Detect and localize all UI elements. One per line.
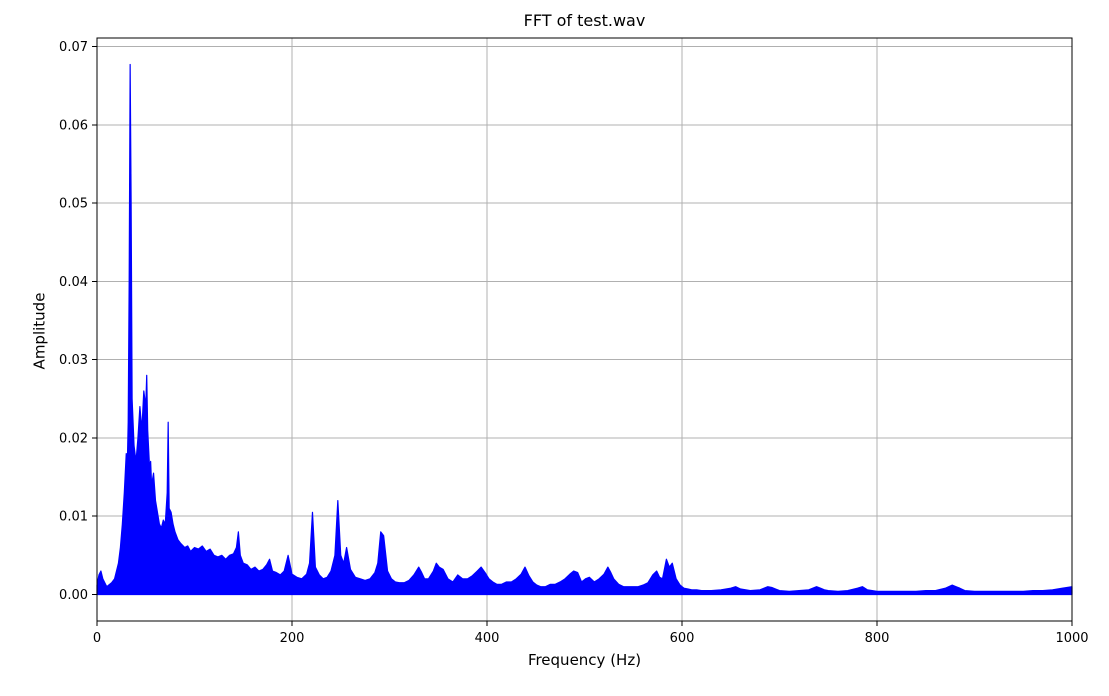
x-tick-label: 0 (93, 631, 101, 646)
x-tick-label: 1000 (1055, 631, 1088, 646)
y-tick-label: 0.03 (59, 353, 88, 368)
chart-title: FFT of test.wav (523, 11, 646, 30)
x-tick-label: 200 (280, 631, 305, 646)
y-tick-label: 0.06 (59, 118, 88, 133)
y-tick-label: 0.07 (59, 40, 88, 55)
x-tick-label: 800 (865, 631, 890, 646)
plot-border (96, 37, 1073, 622)
x-tick-label: 600 (670, 631, 695, 646)
y-tick-label: 0.00 (59, 588, 88, 603)
y-tick-label: 0.05 (59, 197, 88, 212)
y-tick-label: 0.01 (59, 510, 88, 525)
x-tick-label: 400 (475, 631, 500, 646)
x-axis-label: Frequency (Hz) (527, 651, 642, 669)
y-tick-label: 0.04 (59, 275, 88, 290)
fft-series (96, 63, 1073, 596)
y-tick-label: 0.02 (59, 431, 88, 446)
